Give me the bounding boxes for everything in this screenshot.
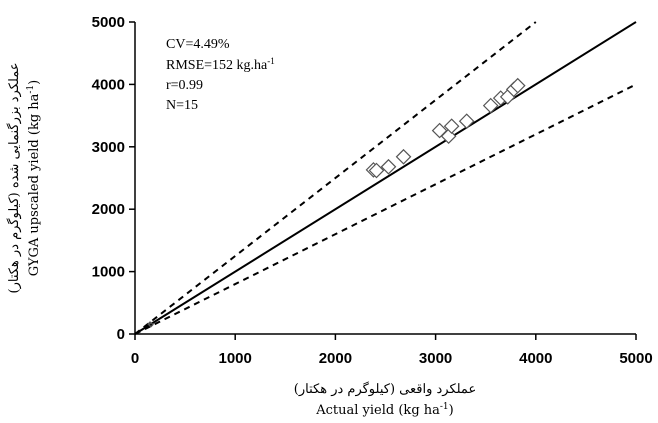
data-point (509, 77, 526, 94)
x-tick-label: 3000 (419, 350, 452, 367)
x-axis: 0 1000 2000 3000 4000 5000 (131, 333, 653, 367)
data-point (380, 158, 397, 175)
y-tick-label: 2000 (92, 201, 125, 218)
one-to-one-line (134, 21, 637, 335)
y-axis-label-fa: عملکرد بزرگنمایی شده (کیلوگرم در هکتار) (6, 63, 22, 294)
data-points (147, 77, 526, 328)
y-tick-label: 5000 (92, 14, 125, 31)
data-point (368, 162, 385, 179)
x-tick-label: 2000 (319, 350, 352, 367)
data-point (482, 97, 499, 114)
y-tick-label: 0 (117, 326, 125, 343)
y-axis: 0 1000 2000 3000 4000 5000 (92, 14, 136, 343)
y-axis-label-en: GYGA upscaled yield (kg ha-1) (26, 80, 42, 277)
x-axis-label-fa: عملکرد واقعی (کیلوگرم در هکتار) (294, 381, 476, 397)
data-point (148, 321, 154, 328)
y-tick-label: 3000 (92, 139, 125, 156)
x-tick-label: 0 (131, 350, 139, 367)
data-point (458, 113, 475, 130)
x-tick-label: 1000 (219, 350, 252, 367)
stat-n: N=15 (166, 98, 198, 113)
dashed-bound-line-1 (134, 21, 537, 335)
stat-r: r=0.99 (166, 78, 203, 93)
dashed-bound-line-2 (134, 83, 637, 335)
y-tick-label: 1000 (92, 264, 125, 281)
x-axis-label-en: Actual yield (kg ha-1) (315, 402, 454, 418)
stats-box: CV=4.49% RMSE=152 kg.ha-1 r=0.99 N=15 (166, 37, 275, 113)
stat-rmse: RMSE=152 kg.ha-1 (166, 56, 275, 73)
data-point (395, 148, 412, 165)
stat-cv: CV=4.49% (166, 37, 230, 52)
x-tick-label: 5000 (619, 350, 652, 367)
plot-lines (134, 21, 637, 335)
data-point (443, 118, 460, 135)
x-tick-label: 4000 (519, 350, 552, 367)
y-tick-label: 4000 (92, 76, 125, 93)
